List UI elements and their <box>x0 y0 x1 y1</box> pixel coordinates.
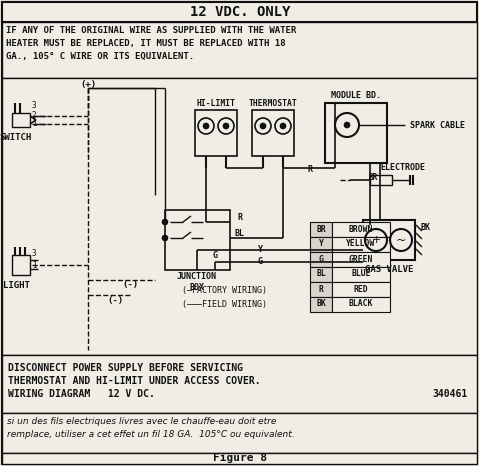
Text: (—FACTORY WIRING): (—FACTORY WIRING) <box>182 286 267 295</box>
Text: THERMOSTAT AND HI-LIMIT UNDER ACCESS COVER.: THERMOSTAT AND HI-LIMIT UNDER ACCESS COV… <box>8 376 261 386</box>
Text: (–––FIELD WIRING): (–––FIELD WIRING) <box>182 301 267 309</box>
Bar <box>332 237 390 252</box>
Bar <box>332 222 390 237</box>
Text: ELECTRODE: ELECTRODE <box>380 164 425 172</box>
Bar <box>2 453 477 464</box>
Bar <box>2 78 477 355</box>
Bar <box>310 267 332 282</box>
Text: Y: Y <box>258 246 262 254</box>
Bar <box>2 22 477 78</box>
Text: BK: BK <box>316 300 326 308</box>
Text: (+): (+) <box>80 80 96 89</box>
Text: Figure 8: Figure 8 <box>213 453 267 463</box>
Text: SWITCH: SWITCH <box>0 133 32 143</box>
Text: Y: Y <box>319 240 323 248</box>
Bar <box>2 355 477 413</box>
Text: +: + <box>371 235 381 245</box>
Text: RED: RED <box>354 285 368 294</box>
Text: JUNCTION
BOX: JUNCTION BOX <box>177 272 217 292</box>
Text: (-): (-) <box>107 295 123 304</box>
Bar <box>12 255 30 275</box>
Circle shape <box>204 123 208 129</box>
Text: BLACK: BLACK <box>349 300 373 308</box>
Text: G: G <box>319 254 323 263</box>
Circle shape <box>261 123 265 129</box>
Bar <box>310 252 332 267</box>
Text: SPARK CABLE: SPARK CABLE <box>410 121 465 130</box>
Bar <box>195 110 237 156</box>
Bar <box>370 175 392 185</box>
Bar <box>310 297 332 312</box>
Bar <box>2 413 477 453</box>
Text: 3: 3 <box>32 248 36 258</box>
Circle shape <box>162 219 168 225</box>
Text: GREEN: GREEN <box>349 254 373 263</box>
Text: GAS VALVE: GAS VALVE <box>365 266 413 274</box>
Bar <box>332 297 390 312</box>
Circle shape <box>281 123 285 129</box>
Text: 340461: 340461 <box>433 389 468 399</box>
Text: IF ANY OF THE ORIGINAL WIRE AS SUPPLIED WITH THE WATER
HEATER MUST BE REPLACED, : IF ANY OF THE ORIGINAL WIRE AS SUPPLIED … <box>6 26 296 61</box>
Bar <box>332 267 390 282</box>
Text: 12 VDC. ONLY: 12 VDC. ONLY <box>190 5 290 19</box>
Text: 1: 1 <box>32 119 36 129</box>
Bar <box>12 113 30 127</box>
Text: DISCONNECT POWER SUPPLY BEFORE SERVICING: DISCONNECT POWER SUPPLY BEFORE SERVICING <box>8 363 243 373</box>
Text: BLUE: BLUE <box>351 269 371 279</box>
Bar <box>252 110 294 156</box>
Text: BL: BL <box>235 229 245 239</box>
Circle shape <box>224 123 228 129</box>
Bar <box>310 282 332 297</box>
Text: BROWN: BROWN <box>349 225 373 233</box>
Circle shape <box>344 123 350 128</box>
Text: si un des fils electriques livres avec le chauffe-eau doit etre
remplace, utilis: si un des fils electriques livres avec l… <box>7 417 295 439</box>
Bar <box>2 2 477 22</box>
Text: BL: BL <box>316 269 326 279</box>
Text: BK: BK <box>421 224 431 233</box>
Circle shape <box>162 235 168 240</box>
Text: 3: 3 <box>32 102 36 110</box>
Bar <box>332 282 390 297</box>
Text: BR: BR <box>316 225 326 233</box>
Bar <box>325 103 387 163</box>
Text: (-): (-) <box>122 281 138 289</box>
Bar <box>310 222 332 237</box>
Text: G: G <box>213 251 217 260</box>
Text: WIRING DIAGRAM   12 V DC.: WIRING DIAGRAM 12 V DC. <box>8 389 155 399</box>
Text: R: R <box>308 165 312 174</box>
Text: BR: BR <box>368 173 377 183</box>
Bar <box>165 210 230 270</box>
Text: R: R <box>238 213 242 222</box>
Text: ~: ~ <box>396 233 406 247</box>
Text: YELLOW: YELLOW <box>346 240 376 248</box>
Text: LIGHT: LIGHT <box>2 281 29 289</box>
Text: R: R <box>319 285 323 294</box>
Bar <box>363 220 415 260</box>
Text: G: G <box>258 258 262 267</box>
Text: THERMOSTAT: THERMOSTAT <box>249 98 297 108</box>
Text: HI-LIMIT: HI-LIMIT <box>196 98 236 108</box>
Bar <box>310 237 332 252</box>
Bar <box>332 252 390 267</box>
Text: MODULE BD.: MODULE BD. <box>331 90 381 100</box>
Text: 1: 1 <box>32 260 36 269</box>
Text: 2: 2 <box>32 111 36 121</box>
